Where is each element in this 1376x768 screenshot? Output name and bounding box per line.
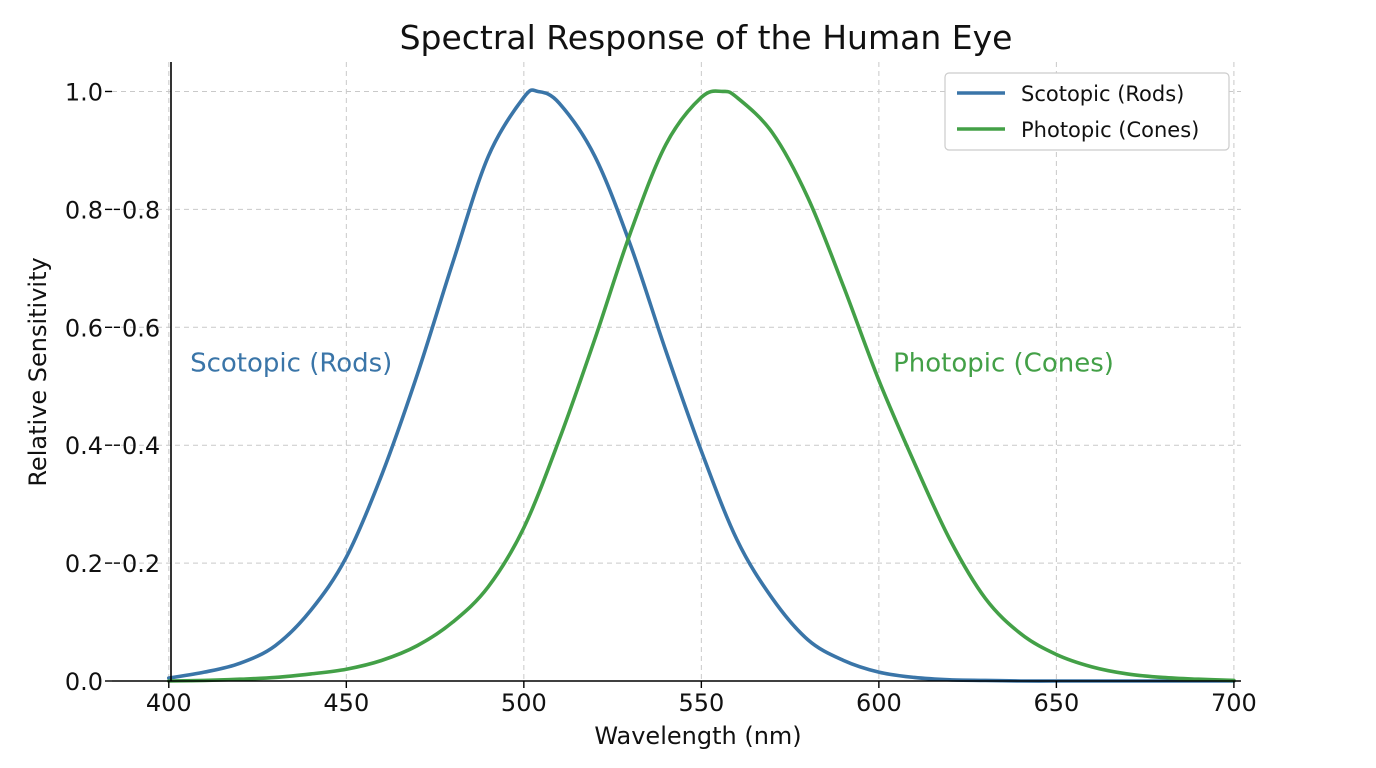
x-axis-label: Wavelength (nm) [594,722,801,750]
x-tick-label: 600 [856,689,902,717]
x-tick-label: 550 [678,689,724,717]
legend-label: Scotopic (Rods) [1021,82,1184,106]
y-axis-label: Relative Sensitivity [24,257,52,486]
series-line-scotopic [167,88,1236,683]
y-tick-label: 0.8 [65,196,103,224]
x-tick-label: 450 [323,689,369,717]
legend-label: Photopic (Cones) [1021,118,1199,142]
inner-y-tick-label: 0.8 [122,196,160,224]
series-lines [167,88,1236,683]
axes [112,62,1241,682]
x-tick-label: 500 [501,689,547,717]
chart-title: Spectral Response of the Human Eye [400,18,1013,57]
y-tick-label: 0.4 [65,432,103,460]
y-tick-label: 0.2 [65,550,103,578]
inner-y-tick-label: 0.2 [122,550,160,578]
inner-y-tick-label: 0.6 [122,314,160,342]
curve-annotation: Photopic (Cones) [893,349,1114,379]
x-tick-label: 650 [1033,689,1079,717]
x-tick-label: 700 [1211,689,1257,717]
curve-annotation: Scotopic (Rods) [190,349,392,379]
y-tick-label: 0.0 [65,668,103,696]
legend-frame [944,72,1230,151]
series-line-photopic [167,89,1236,683]
x-tick-label: 400 [146,689,192,717]
y-tick-label: 1.0 [65,78,103,106]
y-tick-label: 0.6 [65,314,103,342]
axis-ticks: 400 450 500 550 600 650 700 0.0 0.2 0.4 0.6 0.8 1.0 0… [65,78,1257,717]
legend: Scotopic (Rods) Photopic (Cones) [944,72,1230,151]
inner-y-tick-label: 0.4 [122,432,160,460]
curve-annotations: Scotopic (Rods) Photopic (Cones) [190,349,1114,379]
